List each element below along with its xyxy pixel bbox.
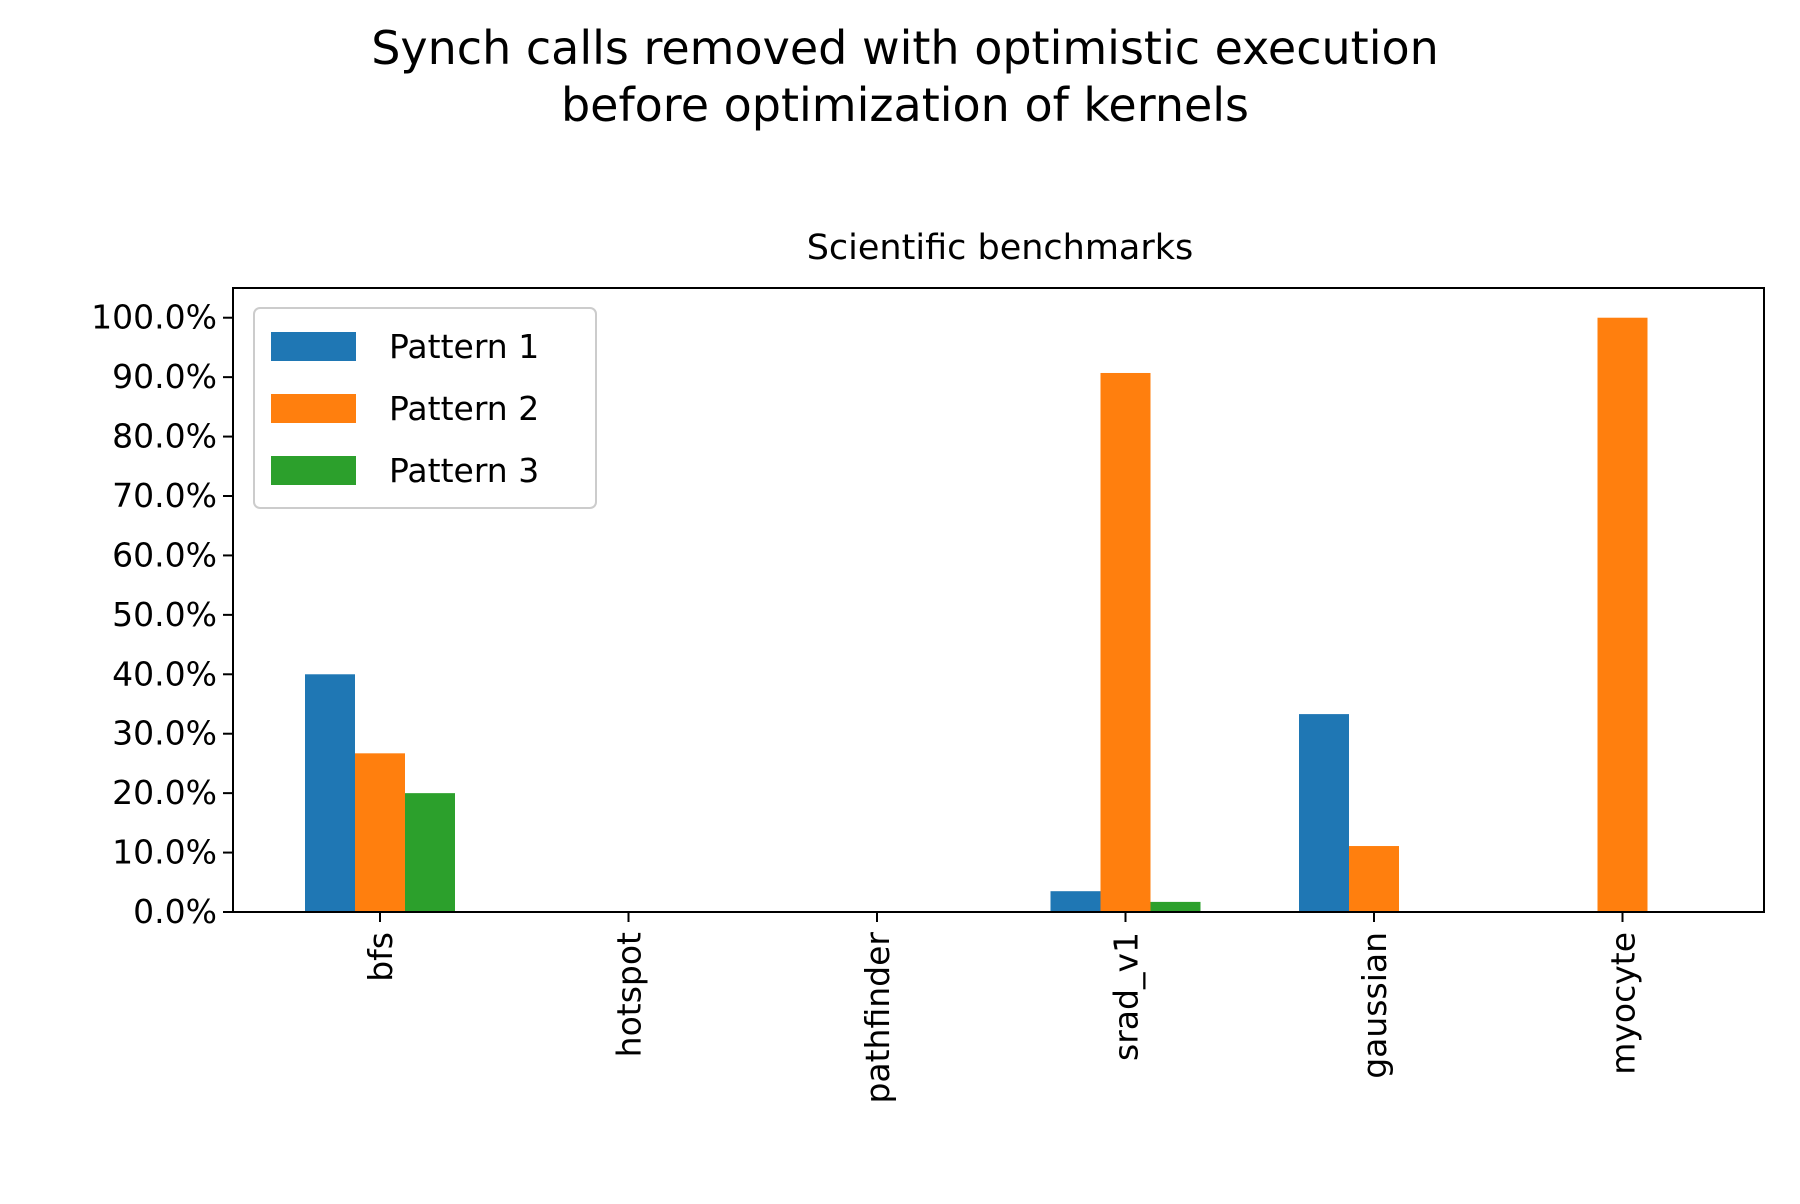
bar-bfs-pattern-2 xyxy=(355,753,405,912)
plot-frame xyxy=(232,287,1765,913)
figure-title-line-2: before optimization of kernels xyxy=(561,78,1249,132)
bar-bfs-pattern-3 xyxy=(405,793,455,912)
bar-myocyte-pattern-2 xyxy=(1597,317,1648,912)
legend: Pattern 1 Pattern 2 Pattern 3 xyxy=(253,307,597,509)
x-tick-label-myocyte: myocyte xyxy=(1604,932,1643,1075)
x-tick-label-bfs: bfs xyxy=(361,932,400,982)
y-tick-label: 30.0% xyxy=(112,714,217,753)
y-tick-label: 80.0% xyxy=(112,417,217,456)
x-tick-label-gaussian: gaussian xyxy=(1355,932,1394,1079)
figure-title: Synch calls removed with optimistic exec… xyxy=(371,21,1439,132)
legend-label-1: Pattern 1 xyxy=(389,327,539,366)
bar-bfs-pattern-1 xyxy=(305,674,355,912)
bar-srad_v1-pattern-1 xyxy=(1050,891,1101,912)
bar-srad_v1-pattern-2 xyxy=(1100,372,1151,912)
x-axis: bfs hotspot pathfinder srad_v1 gaussian myocy… xyxy=(361,912,1643,1104)
y-tick-label: 90.0% xyxy=(112,357,217,396)
bar-srad_v1-pattern-3 xyxy=(1150,901,1201,912)
x-tick-label-hotspot: hotspot xyxy=(610,932,649,1057)
bar-gaussian-pattern-1 xyxy=(1299,714,1349,912)
legend-swatch-3 xyxy=(271,456,356,485)
y-tick-label: 40.0% xyxy=(112,654,217,693)
legend-swatch-2 xyxy=(271,394,356,423)
bars-layer xyxy=(305,317,1648,912)
legend-label-3: Pattern 3 xyxy=(389,451,539,490)
legend-label-2: Pattern 2 xyxy=(389,389,539,428)
figure-title-line-1: Synch calls removed with optimistic exec… xyxy=(371,21,1439,75)
y-tick-label: 20.0% xyxy=(112,773,217,812)
y-tick-label: 0.0% xyxy=(133,892,217,931)
bar-gaussian-pattern-2 xyxy=(1349,846,1399,912)
y-axis: 0.0% 10.0% 20.0% 30.0% 40.0% 50.0% 60.0% 70.0% 8… xyxy=(91,298,233,931)
y-tick-label: 10.0% xyxy=(112,833,217,872)
y-tick-label: 100.0% xyxy=(91,298,217,337)
axes-title: Scientific benchmarks xyxy=(807,228,1194,268)
x-tick-label-srad_v1: srad_v1 xyxy=(1107,932,1146,1061)
y-tick-label: 50.0% xyxy=(112,595,217,634)
x-tick-label-pathfinder: pathfinder xyxy=(858,932,897,1104)
y-tick-label: 70.0% xyxy=(112,476,217,515)
legend-swatch-1 xyxy=(271,332,356,361)
y-tick-label: 60.0% xyxy=(112,535,217,574)
